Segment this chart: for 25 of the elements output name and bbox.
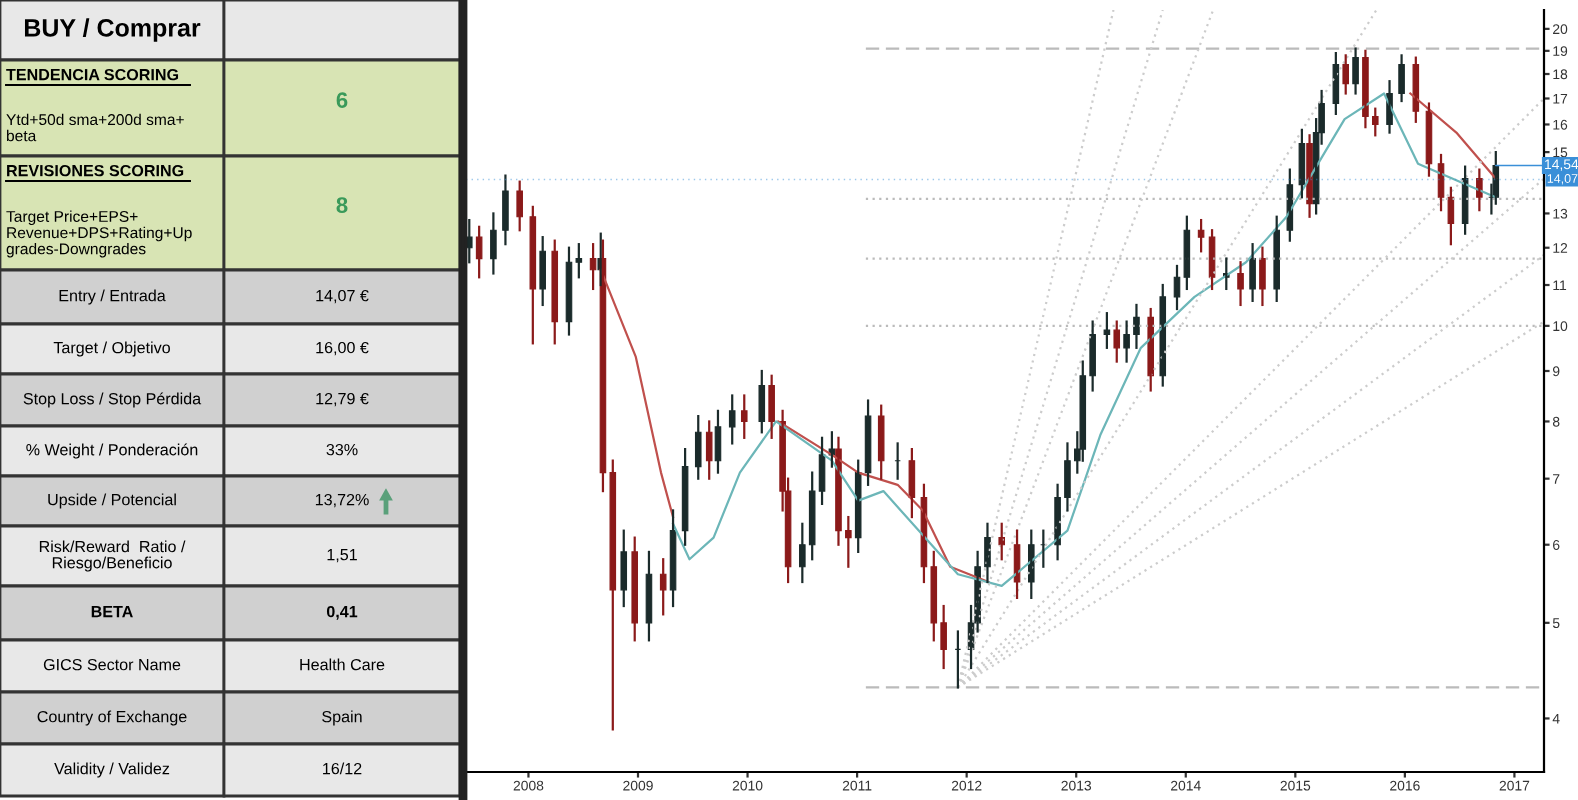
text: BUY / Comprar	[24, 18, 201, 42]
text: 6	[336, 92, 348, 108]
text: Stop Loss / Stop Pérdida	[23, 392, 202, 408]
text: Spain	[322, 710, 362, 726]
text: Target / Objetivo	[53, 341, 170, 357]
text: REVISIONES SCORING	[7, 164, 184, 177]
text: 14,07 €	[316, 289, 369, 304]
text: % Weight / Ponderación	[26, 443, 198, 459]
text: Validity / Validez	[54, 762, 170, 778]
text: 12,79 €	[316, 392, 369, 407]
text: 33%	[326, 443, 358, 456]
text: Country of Exchange	[37, 710, 187, 726]
text: TENDENCIA SCORING	[6, 68, 179, 81]
text: 16,00 €	[316, 341, 369, 356]
text: 16/12	[323, 762, 362, 775]
text: Entry / Entrada	[59, 289, 166, 305]
text: Risk/Reward Ratio / Riesgo/Beneficio	[39, 540, 186, 572]
text: GICS Sector Name	[43, 658, 181, 671]
text: 8	[336, 197, 348, 213]
text: Health Care	[300, 658, 385, 671]
text: BETA	[91, 606, 133, 618]
text: 0,41	[326, 605, 358, 620]
text: 13,72%	[315, 493, 369, 508]
text: 1,51	[327, 549, 357, 563]
text: Upside / Potencial	[48, 493, 176, 509]
